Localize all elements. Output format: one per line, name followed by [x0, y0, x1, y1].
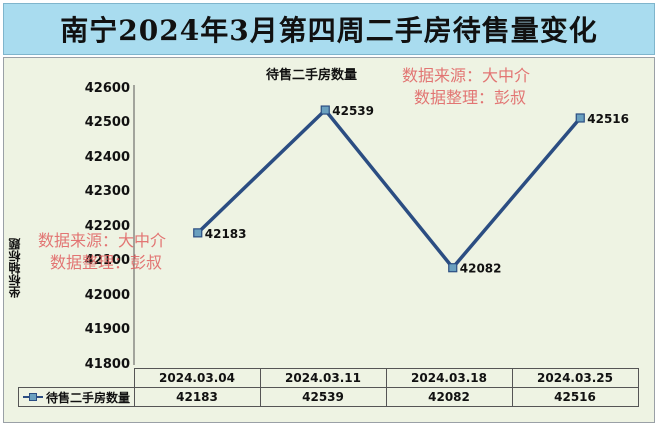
data-point — [448, 263, 458, 273]
data-table-value: 42516 — [511, 387, 639, 407]
watermark-left: 数据来源：大中介 数据整理：彭叔 — [38, 230, 166, 274]
y-tick-label: 41800 — [84, 357, 130, 372]
watermark-editor: 数据整理：彭叔 — [50, 253, 163, 272]
y-tick-label: 42500 — [84, 115, 130, 130]
y-tick-label: 42000 — [84, 288, 130, 303]
legend-line-marker-icon — [23, 393, 43, 401]
data-table-header-row: 2024.03.04 2024.03.11 2024.03.18 2024.03… — [18, 368, 639, 388]
data-table: 2024.03.04 2024.03.11 2024.03.18 2024.03… — [18, 368, 639, 407]
y-tick-label: 42400 — [84, 150, 130, 165]
y-tick-label: 42100 — [84, 253, 130, 268]
y-tick-label: 42600 — [84, 81, 130, 96]
data-table-value: 42539 — [259, 387, 387, 407]
data-table-category: 2024.03.04 — [133, 368, 261, 388]
data-table-category: 2024.03.18 — [385, 368, 513, 388]
data-point — [193, 228, 203, 238]
page-title: 南宁2024年3月第四周二手房待售量变化 — [60, 14, 598, 47]
watermark-source: 数据来源：大中介 — [38, 231, 167, 250]
data-table-value: 42183 — [133, 387, 261, 407]
data-label: 42516 — [587, 112, 629, 126]
watermark-source: 数据来源：大中介 — [402, 66, 531, 85]
chart-area: 坐标轴标题 待售二手房数量 42600 42500 42400 42300 42… — [3, 57, 655, 423]
watermark-top-right: 数据来源：大中介 数据整理：彭叔 — [402, 65, 530, 109]
series-line — [196, 107, 582, 271]
line-plot: 42183 42539 42082 42516 — [133, 85, 629, 365]
data-label: 42183 — [205, 227, 247, 241]
data-table-legend-cell: 待售二手房数量 — [18, 387, 135, 407]
data-point — [575, 113, 585, 123]
data-table-category: 2024.03.11 — [259, 368, 387, 388]
data-table-category: 2024.03.25 — [511, 368, 639, 388]
data-label: 42539 — [332, 104, 374, 118]
legend-series-label: 待售二手房数量 — [46, 390, 131, 405]
watermark-editor: 数据整理：彭叔 — [414, 88, 527, 107]
chart-title: 待售二手房数量 — [266, 68, 358, 83]
data-table-row: 待售二手房数量 42183 42539 42082 42516 — [18, 387, 639, 407]
title-banner: 南宁2024年3月第四周二手房待售量变化 — [3, 3, 655, 55]
y-tick-label: 41900 — [84, 322, 130, 337]
y-tick-label: 42200 — [84, 219, 130, 234]
data-label: 42082 — [460, 262, 502, 276]
data-point — [320, 105, 330, 115]
data-table-value: 42082 — [385, 387, 513, 407]
y-tick-label: 42300 — [84, 184, 130, 199]
